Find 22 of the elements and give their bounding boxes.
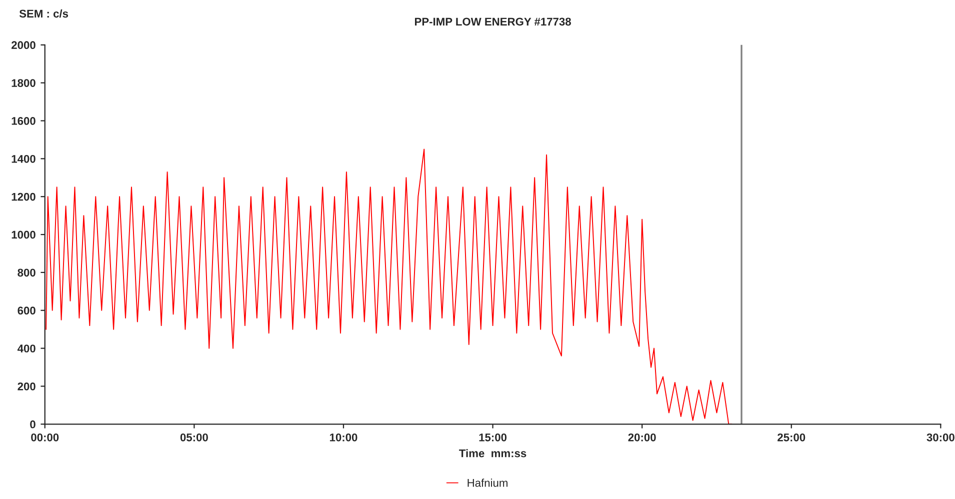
y-tick-label: 600 [18,306,36,315]
y-tick-label: 1000 [12,230,36,239]
x-tick-label: 10:00 [330,433,358,442]
y-tick-label: 1800 [12,79,36,87]
y-tick-label: 1200 [12,192,36,201]
x-tick-label: 05:00 [180,433,208,442]
y-tick-label: 1400 [12,154,36,163]
x-axis-title: Time mm:ss [459,449,526,458]
chart-title: PP-IMP LOW ENERGY #17738 [414,18,571,26]
x-tick-label: 25:00 [778,433,806,442]
y-tick-label: 0 [30,420,36,428]
x-tick-label: 30:00 [926,433,954,442]
x-tick-label: 15:00 [479,433,507,442]
y-tick-label: 400 [17,344,36,352]
x-tick-label: 00:00 [31,433,59,442]
legend-label: Hafnium [468,478,508,487]
x-tick-label: 20:00 [628,433,656,442]
y-tick-label: 2000 [12,41,36,50]
y-tick-label: 1600 [12,117,36,125]
y-tick-label: 800 [18,268,36,277]
y-tick-label: 200 [18,382,36,390]
y-axis-title: SEM : c/s [19,9,68,18]
